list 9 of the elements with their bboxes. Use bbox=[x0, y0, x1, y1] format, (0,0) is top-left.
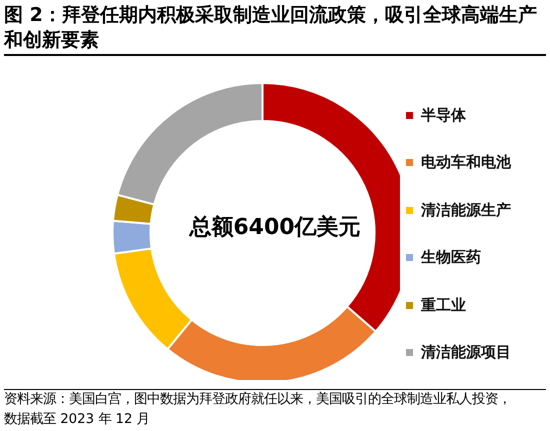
legend-label: 电动车和电池 bbox=[421, 153, 511, 172]
legend-label: 清洁能源生产 bbox=[421, 200, 511, 220]
chart-title: 图 2：拜登任期内积极采取制造业回流政策，吸引全球高端生产和创新要素 bbox=[4, 3, 538, 53]
legend-label: 重工业 bbox=[421, 296, 466, 315]
legend-label: 清洁能源项目 bbox=[421, 343, 511, 362]
text: 资料来源：美国白宫，图中数据为拜登政府就任以来，美国吸引的全球制造业私人投资，数据截至 2023 年 12 月 bbox=[4, 390, 512, 429]
text: 总额6400亿美元 bbox=[188, 214, 362, 242]
legend-label: 生物医药 bbox=[421, 248, 481, 268]
legend-label: 半导体 bbox=[421, 106, 466, 124]
